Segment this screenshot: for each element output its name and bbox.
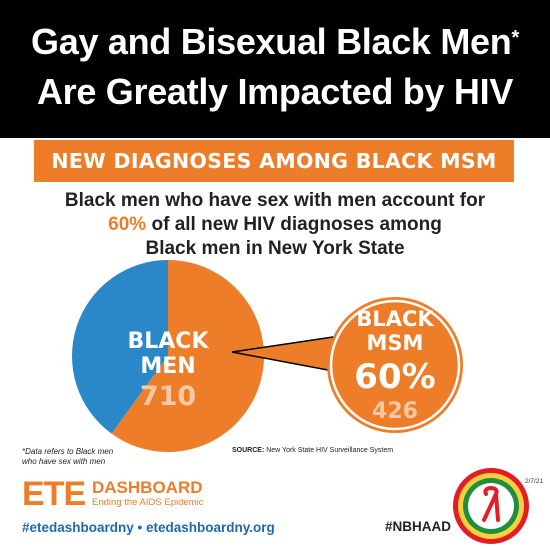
title-line-1: Gay and Bisexual Black Men* <box>0 22 550 62</box>
callout-label-line-2: MSM <box>367 331 424 355</box>
logo-dashboard-text: DASHBOARD <box>92 478 203 497</box>
footnote: *Data refers to Black men who have sex w… <box>22 447 142 467</box>
callout-value-label: 426 <box>372 399 418 424</box>
pie-value-label: 710 <box>140 381 196 412</box>
callout-label-line-1: BLACK <box>356 307 434 331</box>
section-banner: NEW DIAGNOSES AMONG BLACK MSM <box>34 140 514 182</box>
header: Gay and Bisexual Black Men* Are Greatly … <box>0 0 550 138</box>
callout-bubble <box>329 299 461 431</box>
subtitle-percent: 60% <box>108 214 147 235</box>
subtitle-line-3: Black men in New York State <box>145 238 405 259</box>
subtitle-line-2-rest: of all new HIV diagnoses among <box>146 214 442 235</box>
nbhaad-ribbon-logo <box>453 468 529 544</box>
callout-percent-label: 60% <box>354 357 435 397</box>
title-text-1: Gay and Bisexual Black Men <box>31 21 512 62</box>
source-text: New York State HIV Surveillance System <box>264 447 394 454</box>
hashtags-link[interactable]: #etedashboardny • etedashboardny.org <box>22 520 275 535</box>
title-asterisk: * <box>511 27 519 49</box>
title-line-2: Are Greatly Impacted by HIV <box>36 71 514 112</box>
subtitle-line-1: Black men who have sex with men account … <box>64 190 486 211</box>
pie-label-line-1: BLACK <box>127 329 209 354</box>
subtitle-line-2: 60% of all new HIV diagnoses among <box>0 212 550 238</box>
pie-slice-black-msm <box>111 260 265 452</box>
pie-label-line-2: MEN <box>140 354 195 379</box>
logo-ete-text: ETE <box>22 475 86 513</box>
date-stamp: 2/7/21 <box>525 478 544 485</box>
footnote-line-2: who have sex with men <box>22 457 106 466</box>
source-label: SOURCE: <box>232 447 265 454</box>
source-note: SOURCE: New York State HIV Surveillance … <box>232 447 393 454</box>
nbhaad-hashtag: #NBHAAD <box>385 519 452 534</box>
footnote-line-1: *Data refers to Black men <box>22 447 114 456</box>
pie-slice-other <box>72 260 168 434</box>
logo-tagline: Ending the AIDS Epidemic <box>92 497 204 508</box>
